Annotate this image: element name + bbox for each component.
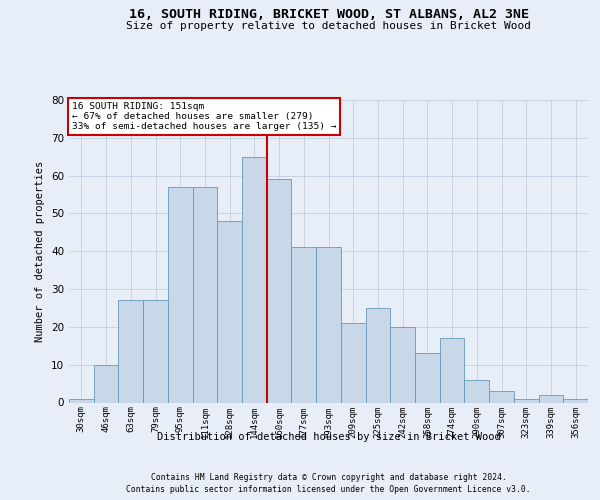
Bar <box>69 398 94 402</box>
Bar <box>341 323 365 402</box>
Bar <box>415 354 440 403</box>
Bar <box>217 221 242 402</box>
Bar <box>118 300 143 402</box>
Bar <box>94 364 118 403</box>
Bar <box>292 248 316 402</box>
Y-axis label: Number of detached properties: Number of detached properties <box>35 160 46 342</box>
Text: Size of property relative to detached houses in Bricket Wood: Size of property relative to detached ho… <box>127 21 532 31</box>
Bar <box>168 187 193 402</box>
Bar <box>267 180 292 402</box>
Bar <box>539 395 563 402</box>
Bar <box>440 338 464 402</box>
Bar <box>464 380 489 402</box>
Bar <box>563 398 588 402</box>
Bar <box>489 391 514 402</box>
Bar <box>365 308 390 402</box>
Text: Contains public sector information licensed under the Open Government Licence v3: Contains public sector information licen… <box>127 485 531 494</box>
Text: 16, SOUTH RIDING, BRICKET WOOD, ST ALBANS, AL2 3NE: 16, SOUTH RIDING, BRICKET WOOD, ST ALBAN… <box>129 8 529 20</box>
Bar <box>143 300 168 402</box>
Text: Distribution of detached houses by size in Bricket Wood: Distribution of detached houses by size … <box>157 432 500 442</box>
Bar <box>390 327 415 402</box>
Text: 16 SOUTH RIDING: 151sqm
← 67% of detached houses are smaller (279)
33% of semi-d: 16 SOUTH RIDING: 151sqm ← 67% of detache… <box>71 102 336 132</box>
Bar <box>193 187 217 402</box>
Bar <box>514 398 539 402</box>
Bar <box>316 248 341 402</box>
Bar <box>242 156 267 402</box>
Text: Contains HM Land Registry data © Crown copyright and database right 2024.: Contains HM Land Registry data © Crown c… <box>151 472 507 482</box>
